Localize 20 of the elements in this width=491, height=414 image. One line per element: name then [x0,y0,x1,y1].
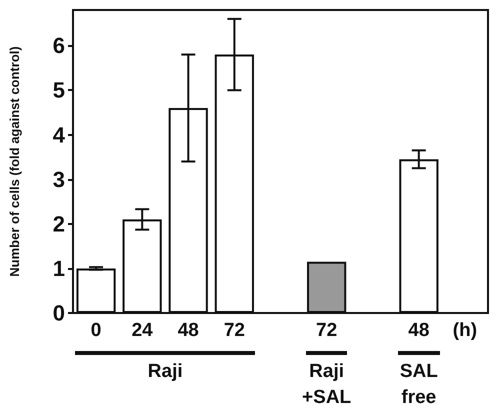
y-tick-label: 0 [52,300,65,326]
y-tick-label: 4 [52,122,66,148]
x-axis-title: (h) [452,320,478,342]
x-tick-label: 0 [90,320,102,341]
text: SAL free [398,360,439,410]
x-tick-label: 72 [224,320,245,341]
y-tick-label: 6 [52,33,65,58]
x-tick-label: 48 [408,320,430,341]
y-axis-title: Number of cells (fold against control) [7,46,22,277]
x-tick-label: 72 [316,320,338,341]
y-tick-label: 5 [52,78,65,103]
text: Raji [146,360,184,384]
x-tick-label: 24 [132,320,154,341]
bar [307,262,346,313]
y-tick-label: 1 [52,256,65,281]
x-tick-label: 48 [178,320,199,341]
y-tick-label: 3 [52,166,65,192]
text: Raji +SAL [301,360,352,410]
bar [76,268,116,313]
y-tick-label: 2 [52,211,65,236]
